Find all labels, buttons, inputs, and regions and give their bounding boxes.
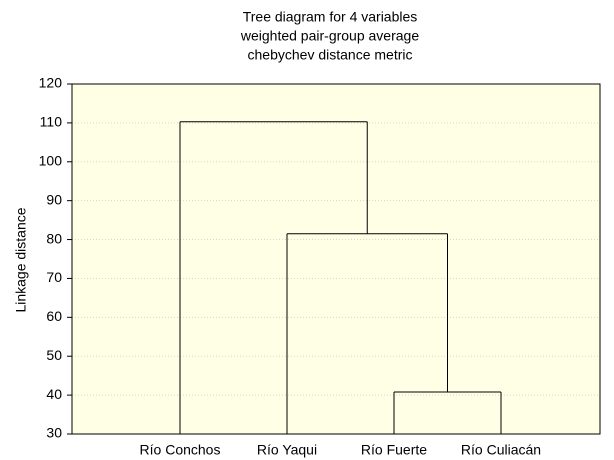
y-tick-label: 90	[46, 191, 62, 207]
y-tick-label: 50	[46, 347, 62, 363]
y-tick-label: 100	[39, 152, 63, 168]
x-tick-label: Río Fuerte	[361, 442, 427, 458]
y-tick-label: 120	[39, 75, 63, 91]
plot-frame	[71, 83, 601, 435]
y-tick-label: 30	[46, 425, 62, 441]
y-tick-label: 110	[40, 114, 63, 130]
x-tick-label: Río Conchos	[140, 442, 221, 458]
y-tick-label: 80	[46, 230, 62, 246]
chart-subtitle: chebychev distance metric	[248, 47, 413, 63]
plot-area	[72, 84, 600, 434]
y-tick-label: 40	[46, 386, 62, 402]
y-tick-label: 70	[46, 269, 62, 285]
y-tick-label: 60	[46, 308, 62, 324]
chart-title: Tree diagram for 4 variables	[243, 9, 418, 25]
x-tick-label: Río Culiacán	[461, 442, 541, 458]
y-axis-label: Linkage distance	[13, 207, 29, 312]
x-tick-label: Río Yaqui	[257, 442, 317, 458]
chart-subtitle: weighted pair-group average	[240, 28, 419, 44]
